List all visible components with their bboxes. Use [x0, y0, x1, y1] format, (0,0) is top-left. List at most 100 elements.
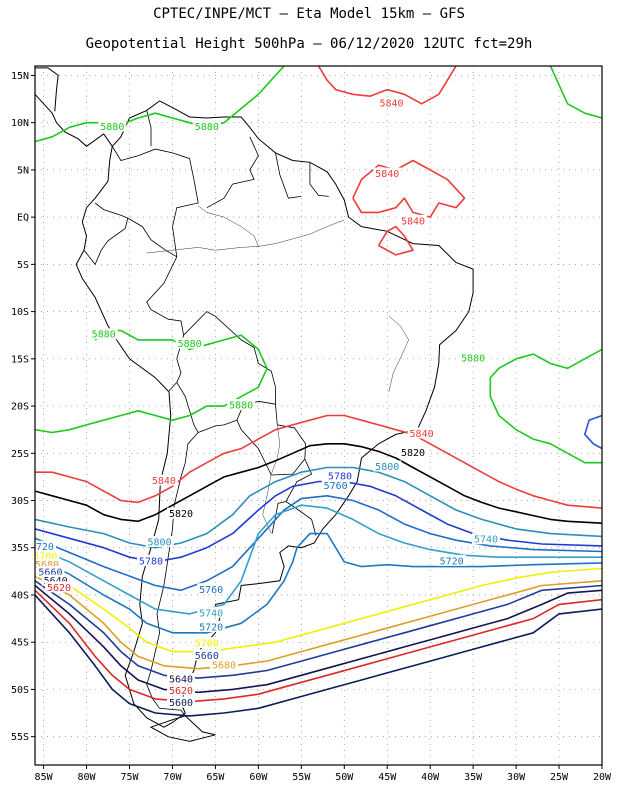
plot-frame [34, 65, 603, 766]
contour-5600 [35, 594, 602, 717]
country-border [127, 217, 178, 258]
contour-label-bg [145, 536, 174, 548]
lon-tick-label: 25W [550, 772, 569, 783]
contour-label: 5780 [139, 556, 163, 567]
contour-label-bg [192, 637, 221, 649]
contour-5700 [35, 565, 602, 653]
contour-label-bg [197, 621, 226, 633]
lat-tick-label: 15N [11, 71, 29, 82]
contour-label: 5720 [199, 623, 223, 634]
contour-label-bg [175, 337, 204, 349]
contour-label: 5880 [195, 122, 219, 133]
contour-5640 [35, 584, 602, 694]
contour-label: 5700 [195, 639, 219, 650]
contour-label: 5760 [199, 585, 223, 596]
lat-tick-label: 55S [11, 732, 29, 743]
contour-label: 5620 [47, 583, 71, 594]
country-border [183, 311, 276, 405]
contour-label: 5880 [229, 401, 253, 412]
lon-tick-label: 20W [593, 772, 612, 783]
country-border [271, 458, 313, 534]
contour-5660 [35, 580, 602, 679]
contour-label-bg [377, 96, 406, 108]
map-title-line1: CPTEC/INPE/MCT – Eta Model 15km – GFS [153, 6, 465, 22]
contour-label: 5740 [199, 608, 223, 619]
contour-label-bg [45, 581, 74, 593]
contour-label: 5880 [178, 339, 202, 350]
contour-label-bg [321, 479, 350, 491]
contour-label-bg [373, 167, 402, 179]
lon-tick-label: 65W [206, 772, 225, 783]
lat-tick-label: 40S [11, 590, 29, 601]
contour-5880 [489, 348, 602, 464]
contour-label: 5720 [30, 542, 54, 553]
country-border [309, 162, 329, 197]
contour-label: 5700 [33, 552, 57, 563]
country-borders-layer [83, 110, 329, 717]
contour-label-bg [325, 469, 354, 481]
contour-label: 5840 [152, 476, 176, 487]
coastline-layer [35, 33, 474, 742]
contour-5840 [35, 414, 602, 509]
country-border [146, 110, 152, 147]
contour-label: 5720 [440, 556, 464, 567]
contour-label-bg [399, 214, 427, 226]
contour-label: 5880 [92, 330, 116, 341]
lon-tick-label: 40W [421, 772, 440, 783]
contour-label-bg [472, 533, 501, 545]
contour-5840 [377, 225, 414, 256]
contour-label-bg [197, 606, 226, 618]
contour-label-bg [192, 649, 221, 661]
country-border [146, 432, 199, 717]
coastline [75, 100, 474, 728]
lat-tick-label: 5N [17, 165, 29, 176]
country-border [83, 202, 129, 266]
lat-tick-label: 45S [11, 638, 29, 649]
coastline [35, 93, 113, 147]
country-border [168, 382, 178, 392]
contour-5840 [352, 159, 466, 218]
lat-tick-label: 10S [11, 307, 29, 318]
contour-5780 [35, 480, 602, 563]
contour-label: 5800 [148, 538, 172, 549]
contour-label: 5820 [169, 509, 193, 520]
geopotential-contours-layer [35, 66, 602, 717]
contour-label: 5880 [100, 122, 124, 133]
lat-tick-label: 35S [11, 543, 29, 554]
contour-label-bg [210, 658, 238, 670]
contour-label: 5740 [474, 535, 498, 546]
contour-5880 [35, 329, 268, 434]
river [262, 406, 281, 534]
contour-label: 5620 [169, 686, 193, 697]
contour-labels-layer: 5880 5880 5880 5880 5880 5880 5840 5840 5840 5840… [30, 96, 501, 709]
rivers-layer [146, 205, 409, 534]
contour-label-bg [149, 474, 178, 486]
lat-tick-label: 30S [11, 496, 29, 507]
contour-5760 [35, 494, 602, 592]
contour-5860 [583, 414, 602, 450]
contour-label-bg [36, 566, 65, 578]
contour-label: 5780 [328, 471, 352, 482]
country-border [176, 382, 199, 433]
contour-label-bg [41, 574, 70, 586]
river [198, 205, 259, 247]
country-border [236, 404, 307, 476]
country-border [146, 256, 185, 383]
contour-label-bg [167, 672, 196, 684]
contour-label-bg [35, 550, 60, 562]
contour-label: 5660 [195, 651, 219, 662]
contour-label: 5660 [38, 568, 62, 579]
contour-label-bg [399, 446, 427, 458]
contour-label: 5840 [410, 429, 434, 440]
contour-label: 5880 [461, 353, 485, 364]
contour-label-bg [167, 684, 196, 696]
contour-label: 5840 [401, 216, 425, 227]
lat-tick-label: 25S [11, 449, 29, 460]
river [388, 316, 409, 392]
coastline [151, 33, 185, 45]
contour-5620 [35, 589, 602, 703]
contour-label: 5820 [401, 448, 425, 459]
contour-label: 5680 [35, 560, 59, 571]
axis-ticks: 15N10N5NEQ5S10S15S20S25S30S35S40S45S50S5… [11, 71, 612, 783]
contour-label-bg [459, 351, 488, 363]
